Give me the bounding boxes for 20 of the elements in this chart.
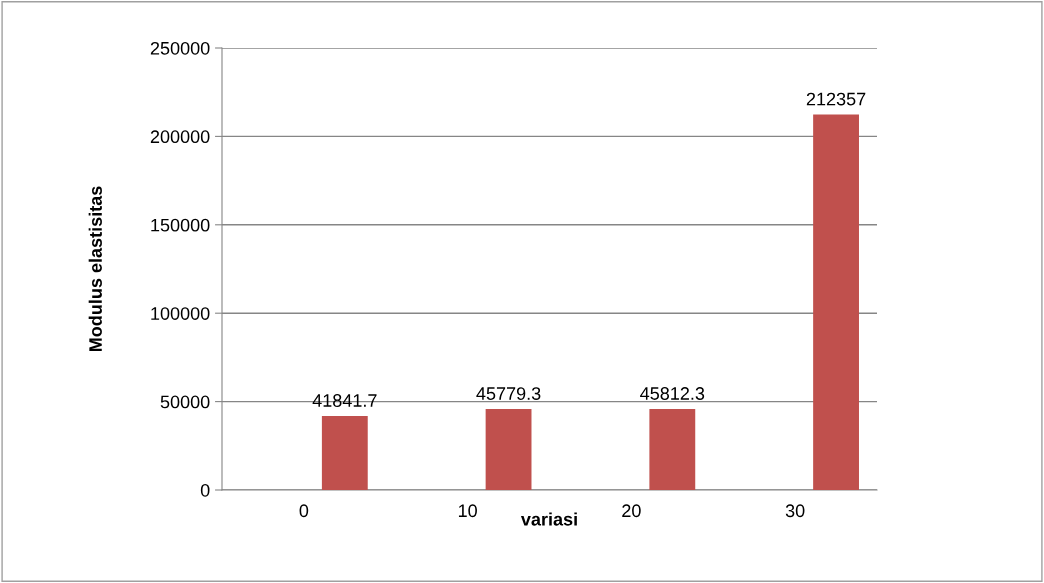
bar [485, 409, 532, 490]
y-tick-label: 150000 [151, 218, 210, 232]
data-label: 45812.3 [640, 387, 705, 400]
y-tick-label: 250000 [150, 41, 210, 55]
x-tick-label: 10 [458, 504, 477, 518]
y-tick-label: 100000 [151, 307, 210, 320]
x-tick-label: 20 [622, 504, 641, 518]
x-tick-label: 0 [299, 504, 309, 518]
bar [649, 409, 696, 490]
y-tick-label: 200000 [150, 130, 210, 144]
y-tick-label: 50000 [160, 395, 210, 409]
data-label: 212357 [806, 92, 866, 106]
bar [813, 114, 859, 490]
y-tick-label: 0 [200, 483, 210, 497]
x-tick-label: 30 [785, 504, 805, 518]
bar [321, 416, 368, 490]
data-label: 41841.7 [312, 394, 377, 407]
y-axis-title: Modulus elastisitas [88, 186, 102, 352]
x-axis-title: variasi [520, 512, 577, 526]
data-label: 45779.3 [476, 387, 541, 400]
